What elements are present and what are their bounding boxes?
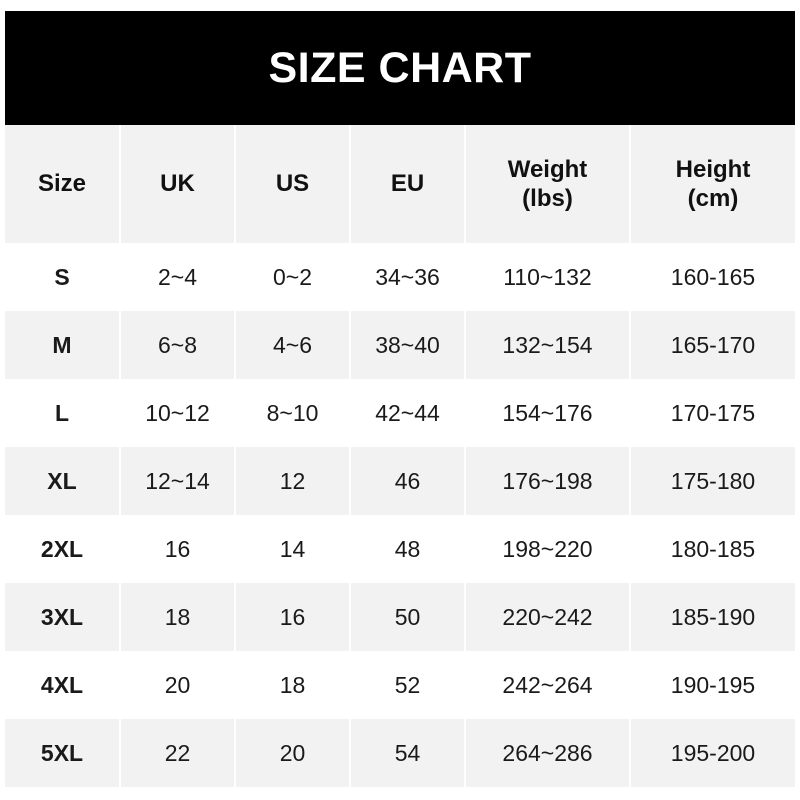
cell-us: 14 (235, 515, 351, 583)
cell-eu: 48 (350, 515, 466, 583)
cell-size: M (5, 311, 121, 379)
cell-us: 16 (235, 583, 351, 651)
cell-height: 170-175 (630, 379, 795, 447)
cell-us: 4~6 (235, 311, 351, 379)
table-row: XL 12~14 12 46 176~198 175-180 (5, 447, 795, 515)
cell-weight: 132~154 (465, 311, 631, 379)
table-row: L 10~12 8~10 42~44 154~176 170-175 (5, 379, 795, 447)
column-header-height: Height (cm) (630, 125, 795, 243)
cell-eu: 54 (350, 719, 466, 787)
cell-us: 8~10 (235, 379, 351, 447)
column-header-eu-label: EU (390, 170, 425, 198)
cell-height: 190-195 (630, 651, 795, 719)
cell-us: 12 (235, 447, 351, 515)
cell-height: 195-200 (630, 719, 795, 787)
cell-eu: 46 (350, 447, 466, 515)
cell-uk: 22 (120, 719, 236, 787)
cell-us: 20 (235, 719, 351, 787)
size-chart-table: Size UK US EU Weight (lbs) Height (cm) (5, 125, 795, 787)
cell-height: 165-170 (630, 311, 795, 379)
cell-weight: 154~176 (465, 379, 631, 447)
cell-weight: 198~220 (465, 515, 631, 583)
column-header-us: US (235, 125, 351, 243)
cell-weight: 110~132 (465, 243, 631, 311)
cell-uk: 16 (120, 515, 236, 583)
table-header: Size UK US EU Weight (lbs) Height (cm) (5, 125, 795, 243)
cell-eu: 50 (350, 583, 466, 651)
cell-size: L (5, 379, 121, 447)
column-header-uk: UK (120, 125, 236, 243)
cell-uk: 6~8 (120, 311, 236, 379)
table-body: S 2~4 0~2 34~36 110~132 160-165 M 6~8 4~… (5, 243, 795, 787)
cell-height: 175-180 (630, 447, 795, 515)
cell-eu: 52 (350, 651, 466, 719)
cell-weight: 242~264 (465, 651, 631, 719)
column-header-uk-label: UK (160, 170, 195, 198)
table-row: 3XL 18 16 50 220~242 185-190 (5, 583, 795, 651)
column-header-weight: Weight (lbs) (465, 125, 631, 243)
cell-weight: 220~242 (465, 583, 631, 651)
cell-size: XL (5, 447, 121, 515)
cell-uk: 2~4 (120, 243, 236, 311)
cell-size: 3XL (5, 583, 121, 651)
column-header-height-unit: (cm) (687, 185, 739, 212)
table-row: S 2~4 0~2 34~36 110~132 160-165 (5, 243, 795, 311)
cell-weight: 176~198 (465, 447, 631, 515)
cell-us: 18 (235, 651, 351, 719)
cell-weight: 264~286 (465, 719, 631, 787)
cell-uk: 12~14 (120, 447, 236, 515)
column-header-size-label: Size (37, 170, 87, 198)
page-title: SIZE CHART (268, 43, 532, 92)
column-header-us-label: US (275, 170, 310, 198)
chart-header-banner: SIZE CHART (5, 11, 795, 125)
cell-uk: 20 (120, 651, 236, 719)
column-header-weight-unit: (lbs) (522, 185, 573, 212)
cell-size: 2XL (5, 515, 121, 583)
column-header-weight-label: Weight (507, 155, 588, 183)
column-header-height-label: Height (675, 155, 751, 183)
cell-size: 4XL (5, 651, 121, 719)
cell-uk: 10~12 (120, 379, 236, 447)
cell-size: S (5, 243, 121, 311)
cell-height: 180-185 (630, 515, 795, 583)
cell-eu: 34~36 (350, 243, 466, 311)
column-header-eu: EU (350, 125, 466, 243)
cell-uk: 18 (120, 583, 236, 651)
table-row: 2XL 16 14 48 198~220 180-185 (5, 515, 795, 583)
cell-height: 185-190 (630, 583, 795, 651)
cell-size: 5XL (5, 719, 121, 787)
table-row: 5XL 22 20 54 264~286 195-200 (5, 719, 795, 787)
table-row: 4XL 20 18 52 242~264 190-195 (5, 651, 795, 719)
cell-height: 160-165 (630, 243, 795, 311)
table-header-row: Size UK US EU Weight (lbs) Height (cm) (5, 125, 795, 243)
cell-eu: 38~40 (350, 311, 466, 379)
column-header-size: Size (5, 125, 121, 243)
cell-eu: 42~44 (350, 379, 466, 447)
cell-us: 0~2 (235, 243, 351, 311)
table-row: M 6~8 4~6 38~40 132~154 165-170 (5, 311, 795, 379)
